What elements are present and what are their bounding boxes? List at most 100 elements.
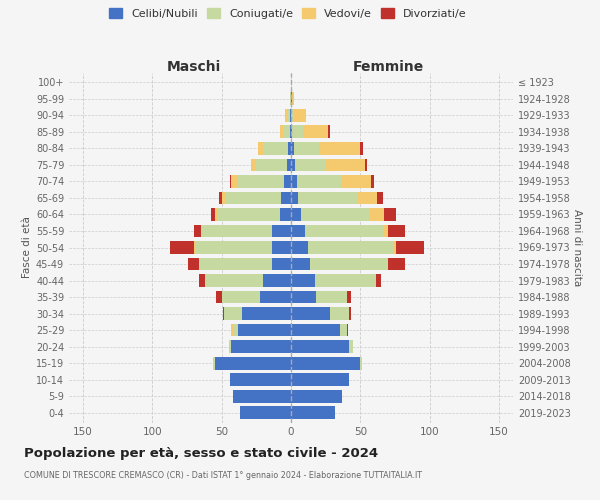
Bar bbox=[347, 290, 350, 304]
Bar bbox=[305, 224, 383, 237]
Bar bbox=[232, 340, 291, 353]
Bar bbox=[291, 158, 295, 172]
Bar bbox=[291, 126, 292, 138]
Bar bbox=[291, 192, 298, 204]
Bar bbox=[263, 274, 291, 287]
Bar bbox=[221, 192, 226, 204]
Bar bbox=[272, 241, 291, 254]
Bar bbox=[308, 241, 394, 254]
Bar bbox=[188, 258, 199, 270]
Bar bbox=[170, 241, 194, 254]
Bar bbox=[286, 109, 287, 122]
Text: Femmine: Femmine bbox=[353, 60, 424, 74]
Bar bbox=[258, 142, 263, 155]
Bar bbox=[217, 208, 280, 221]
Text: Maschi: Maschi bbox=[167, 60, 221, 74]
Bar bbox=[295, 158, 326, 172]
Bar bbox=[224, 307, 242, 320]
Bar bbox=[291, 307, 330, 320]
Bar bbox=[233, 324, 238, 336]
Bar bbox=[290, 126, 291, 138]
Bar bbox=[202, 224, 272, 237]
Bar bbox=[291, 274, 314, 287]
Bar bbox=[304, 126, 328, 138]
Bar bbox=[291, 290, 316, 304]
Bar bbox=[384, 208, 397, 221]
Bar bbox=[361, 356, 362, 370]
Bar bbox=[294, 142, 319, 155]
Bar bbox=[292, 92, 294, 106]
Bar bbox=[238, 324, 291, 336]
Bar bbox=[298, 192, 358, 204]
Bar bbox=[263, 142, 288, 155]
Bar bbox=[316, 290, 347, 304]
Bar bbox=[216, 290, 221, 304]
Bar bbox=[291, 241, 308, 254]
Y-axis label: Fasce di età: Fasce di età bbox=[22, 216, 32, 278]
Bar bbox=[272, 224, 291, 237]
Bar bbox=[291, 340, 349, 353]
Bar bbox=[291, 208, 301, 221]
Bar bbox=[280, 208, 291, 221]
Bar bbox=[223, 307, 224, 320]
Bar bbox=[284, 175, 291, 188]
Bar bbox=[291, 406, 335, 419]
Bar bbox=[226, 192, 281, 204]
Bar bbox=[219, 192, 221, 204]
Bar bbox=[242, 307, 291, 320]
Bar bbox=[238, 175, 284, 188]
Bar bbox=[290, 92, 291, 106]
Bar bbox=[214, 356, 215, 370]
Bar bbox=[229, 340, 232, 353]
Bar bbox=[233, 390, 291, 402]
Bar bbox=[388, 224, 405, 237]
Bar bbox=[287, 109, 290, 122]
Bar bbox=[215, 356, 291, 370]
Bar bbox=[283, 126, 290, 138]
Bar bbox=[291, 224, 305, 237]
Bar bbox=[387, 258, 388, 270]
Legend: Celibi/Nubili, Coniugati/e, Vedovi/e, Divorziati/e: Celibi/Nubili, Coniugati/e, Vedovi/e, Di… bbox=[109, 8, 467, 19]
Bar bbox=[291, 92, 292, 106]
Bar bbox=[294, 109, 306, 122]
Bar bbox=[232, 175, 238, 188]
Bar bbox=[377, 192, 383, 204]
Bar bbox=[287, 158, 291, 172]
Bar bbox=[215, 208, 217, 221]
Bar bbox=[358, 192, 377, 204]
Bar bbox=[291, 175, 296, 188]
Bar bbox=[376, 274, 381, 287]
Bar bbox=[290, 109, 291, 122]
Bar bbox=[292, 126, 304, 138]
Text: Popolazione per età, sesso e stato civile - 2024: Popolazione per età, sesso e stato civil… bbox=[24, 448, 378, 460]
Bar bbox=[319, 142, 361, 155]
Bar bbox=[291, 324, 340, 336]
Bar bbox=[281, 192, 291, 204]
Bar bbox=[199, 258, 272, 270]
Bar bbox=[291, 373, 349, 386]
Bar bbox=[370, 208, 384, 221]
Bar bbox=[310, 258, 387, 270]
Bar bbox=[291, 109, 294, 122]
Bar bbox=[349, 340, 353, 353]
Bar bbox=[260, 290, 291, 304]
Bar bbox=[365, 158, 367, 172]
Bar bbox=[314, 274, 376, 287]
Bar bbox=[341, 175, 371, 188]
Bar bbox=[201, 224, 202, 237]
Bar bbox=[256, 158, 287, 172]
Bar bbox=[239, 406, 291, 419]
Bar bbox=[251, 158, 256, 172]
Bar bbox=[230, 373, 291, 386]
Bar bbox=[195, 241, 272, 254]
Bar bbox=[330, 307, 349, 320]
Bar bbox=[291, 258, 310, 270]
Bar bbox=[194, 224, 201, 237]
Bar bbox=[211, 208, 215, 221]
Bar bbox=[288, 142, 291, 155]
Bar bbox=[347, 324, 348, 336]
Y-axis label: Anni di nascita: Anni di nascita bbox=[572, 209, 582, 286]
Bar bbox=[394, 241, 397, 254]
Bar bbox=[272, 258, 291, 270]
Bar bbox=[349, 307, 350, 320]
